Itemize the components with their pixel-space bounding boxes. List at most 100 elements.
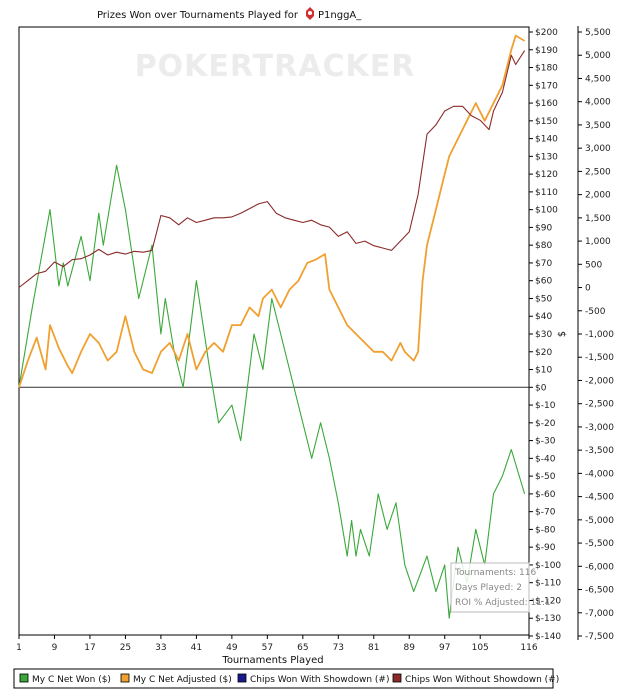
left-tick-label: $110	[535, 188, 558, 198]
left-tick-label: $30	[535, 330, 552, 340]
left-tick-label: $20	[535, 348, 552, 358]
series-line-0	[18, 164, 526, 619]
left-tick-label: $-140	[535, 632, 561, 642]
legend-label: My C Net Adjusted ($)	[133, 675, 232, 685]
left-tick-label: $-100	[535, 561, 561, 571]
right-tick-label: 0	[585, 284, 591, 294]
right-tick-label: 3,500	[585, 121, 611, 131]
left-tick-label: $170	[535, 81, 558, 91]
series-layer	[18, 34, 526, 619]
left-tick-label: $100	[535, 206, 558, 216]
tooltip-line-1: Tournaments: 116	[454, 568, 537, 578]
watermark: POKERTRACKER	[135, 49, 416, 84]
left-tick-label: $-60	[535, 490, 556, 500]
left-tick-label: $-20	[535, 419, 556, 429]
x-tick-label: 65	[297, 643, 308, 653]
left-tick-label: $0	[535, 383, 547, 393]
right-axis-title: $	[557, 331, 568, 337]
right-tick-label: -6,500	[585, 586, 614, 596]
legend-items: My C Net Won ($) My C Net Adjusted ($) Chi…	[19, 673, 559, 685]
right-tick-label: 2,000	[585, 191, 611, 201]
left-tick-label: $180	[535, 64, 558, 74]
left-tick-label: $-80	[535, 525, 556, 535]
legend-swatch	[120, 673, 130, 683]
right-tick-label: -7,000	[585, 609, 614, 619]
x-tick-label: 49	[226, 643, 238, 653]
legend-swatch	[19, 673, 29, 683]
right-tick-label: -6,000	[585, 562, 614, 572]
left-tick-label: $-130	[535, 614, 561, 624]
right-tick-label: -3,000	[585, 423, 614, 433]
x-tick-label: 9	[52, 643, 58, 653]
right-tick-label: -1,000	[585, 330, 614, 340]
x-tick-label: 17	[84, 643, 95, 653]
right-tick-label: -3,500	[585, 446, 614, 456]
left-tick-label: $190	[535, 46, 558, 56]
right-tick-label: 4,500	[585, 74, 611, 84]
left-tick-label: $50	[535, 294, 552, 304]
right-tick-label: 500	[585, 260, 602, 270]
player-name: P1nggA_	[318, 10, 362, 21]
left-tick-label: $-120	[535, 596, 561, 606]
right-tick-label: -7,500	[585, 632, 614, 642]
poker-logo-icon	[306, 7, 314, 20]
chart-title: Prizes Won over Tournaments Played for	[97, 10, 299, 21]
left-tick-label: $-50	[535, 472, 556, 482]
right-tick-label: -4,500	[585, 493, 614, 503]
left-tick-label: $-10	[535, 401, 556, 411]
legend-label: My C Net Won ($)	[32, 675, 111, 685]
x-tick-label: 97	[439, 643, 450, 653]
right-tick-label: 5,500	[585, 28, 611, 38]
plot-area	[18, 26, 530, 636]
right-tick-label: 2,500	[585, 167, 611, 177]
x-tick-label: 41	[191, 643, 202, 653]
legend	[13, 668, 554, 689]
left-tick-label: $-70	[535, 508, 556, 518]
left-tick-label: $120	[535, 170, 558, 180]
tooltip-line-3: ROI % Adjusted: 11.1	[455, 598, 551, 608]
right-tick-label: -500	[585, 307, 606, 317]
legend-label: Chips Won Without Showdown (#)	[405, 675, 559, 685]
x-tick-label: 57	[262, 643, 273, 653]
x-tick-label: 33	[155, 643, 166, 653]
left-tick-label: $-110	[535, 579, 561, 589]
right-tick-label: 3,000	[585, 144, 611, 154]
left-axis: $200 $190 $180 $170 $160 $150 $140 $130 $120 $110…	[529, 28, 561, 642]
left-tick-label: $60	[535, 277, 552, 287]
right-tick-label: 4,000	[585, 98, 611, 108]
left-tick-label: $40	[535, 312, 552, 322]
legend-swatch	[392, 673, 402, 683]
x-tick-label: 73	[333, 643, 344, 653]
x-tick-label: 89	[404, 643, 416, 653]
left-tick-label: $140	[535, 135, 558, 145]
x-tick-label: 116	[520, 643, 537, 653]
x-tick-label: 25	[120, 643, 131, 653]
right-tick-label: -2,000	[585, 376, 614, 386]
right-tick-label: -4,000	[585, 469, 614, 479]
x-axis: 1 9 17 25 33 41 49 57 65 73 81 89 97 105 116	[16, 635, 538, 653]
right-tick-label: -1,500	[585, 353, 614, 363]
left-tick-label: $160	[535, 99, 558, 109]
left-tick-label: $150	[535, 117, 558, 127]
right-axis: 5,500 5,000 4,500 4,000 3,500 3,000 2,500 2,000…	[577, 26, 614, 642]
x-tick-label: 105	[472, 643, 489, 653]
left-tick-label: $80	[535, 241, 552, 251]
right-tick-label: 1,000	[585, 237, 611, 247]
x-tick-label: 81	[368, 643, 379, 653]
x-tick-label: 1	[16, 643, 22, 653]
right-tick-label: 5,000	[585, 51, 611, 61]
left-tick-label: $-40	[535, 454, 556, 464]
series-line-1	[18, 34, 526, 388]
series-line-3	[18, 50, 526, 288]
right-tick-label: -5,500	[585, 539, 614, 549]
left-tick-label: $200	[535, 28, 558, 38]
tooltip-line-2: Days Played: 2	[455, 583, 522, 593]
right-tick-label: 1,500	[585, 214, 611, 224]
right-tick-label: -5,000	[585, 516, 614, 526]
legend-swatch	[237, 673, 247, 683]
left-tick-label: $-30	[535, 437, 556, 447]
right-tick-label: -2,500	[585, 400, 614, 410]
left-tick-label: $70	[535, 259, 552, 269]
left-tick-label: $10	[535, 366, 552, 376]
